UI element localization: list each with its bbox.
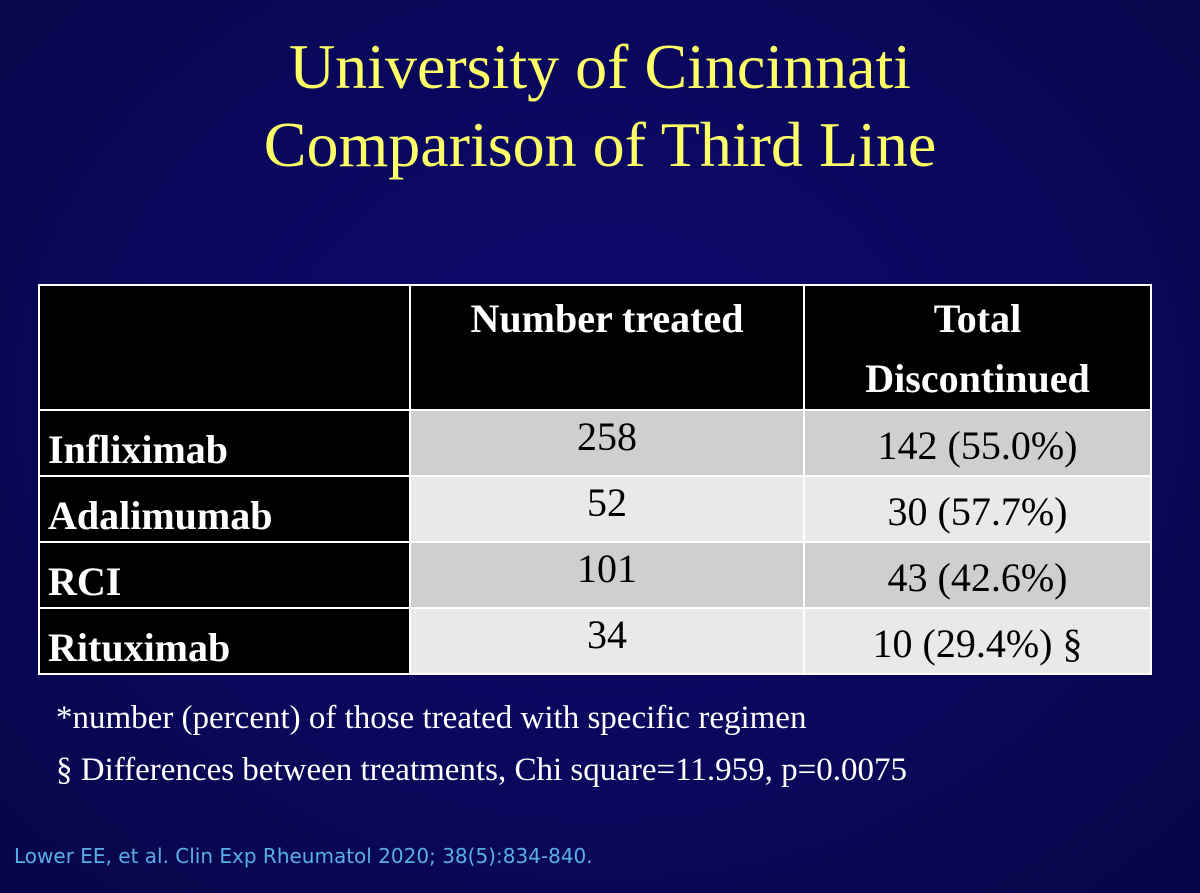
number-treated-cell: 101 [409,541,805,609]
footnote-percent: *number (percent) of those treated with … [56,700,807,736]
footnote-statistics: § Differences between treatments, Chi sq… [56,752,907,788]
header-empty-cell [38,284,411,411]
table-row: RCI 101 43 (42.6%) [38,541,1152,609]
slide-title-line-1: University of Cincinnati [288,31,912,102]
header-number-treated-label: Number treated [470,296,744,341]
total-discontinued-cell: 43 (42.6%) [803,541,1152,609]
drug-name-cell: RCI [38,541,411,609]
table-row: Infliximab 258 142 (55.0%) [38,409,1152,477]
header-number-treated: Number treated [409,284,805,411]
total-discontinued-cell: 30 (57.7%) [803,475,1152,543]
table-header-row: Number treated Total Discontinued [38,284,1152,411]
number-treated-cell: 52 [409,475,805,543]
header-discontinued-label: Discontinued [865,356,1090,401]
number-treated-cell: 258 [409,409,805,477]
header-total-label: Total [933,296,1022,341]
drug-name-cell: Infliximab [38,409,411,477]
number-treated-cell: 34 [409,607,805,675]
header-total-discontinued: Total Discontinued [803,284,1152,411]
slide-title-line-2: Comparison of Third Line [263,109,937,180]
drug-name-cell: Rituximab [38,607,411,675]
drug-name-cell: Adalimumab [38,475,411,543]
citation-reference: Lower EE, et al. Clin Exp Rheumatol 2020… [14,844,593,868]
table-row: Adalimumab 52 30 (57.7%) [38,475,1152,543]
total-discontinued-cell: 142 (55.0%) [803,409,1152,477]
table-row: Rituximab 34 10 (29.4%) § [38,607,1152,675]
comparison-table: Number treated Total Discontinued Inflix… [38,284,1152,675]
slide-title: University of Cincinnati Comparison of T… [0,28,1200,184]
total-discontinued-cell: 10 (29.4%) § [803,607,1152,675]
